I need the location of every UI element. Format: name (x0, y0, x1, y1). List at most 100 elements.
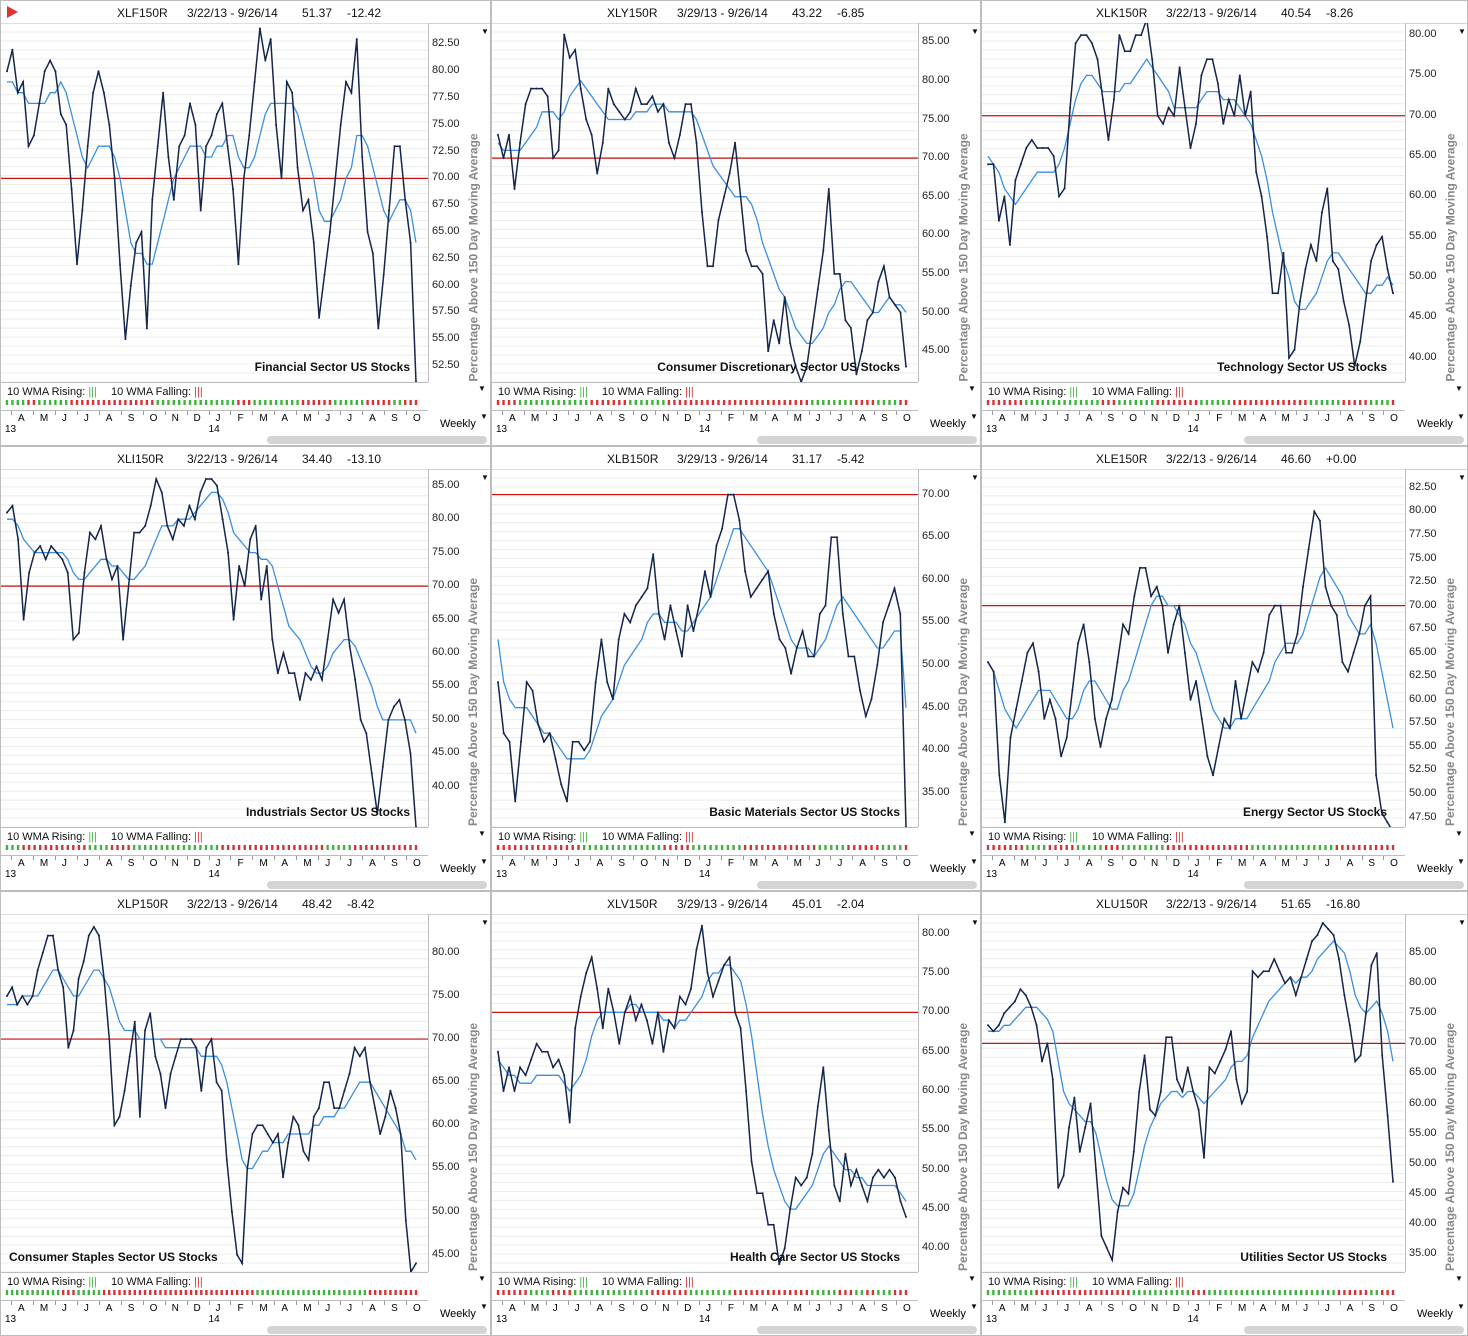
period-dropdown-icon[interactable]: ▼ (480, 412, 488, 421)
period-selector[interactable]: Weekly (1417, 863, 1453, 875)
period-dropdown-icon[interactable]: ▼ (970, 1302, 978, 1311)
indicator-menu-icon[interactable]: ▼ (968, 1274, 976, 1283)
indicator-menu-icon[interactable]: ▼ (968, 384, 976, 393)
period-selector[interactable]: Weekly (440, 418, 476, 430)
price-point (992, 1030, 994, 1032)
indicator-menu-icon[interactable]: ▼ (1455, 829, 1463, 838)
scroll-up-icon[interactable]: ▼ (971, 27, 979, 36)
y-tick-label: 75.00 (922, 113, 950, 125)
month-tick (524, 856, 525, 860)
period-selector[interactable]: Weekly (440, 1308, 476, 1320)
indicator-menu-icon[interactable]: ▼ (478, 384, 486, 393)
period-dropdown-icon[interactable]: ▼ (480, 1302, 488, 1311)
scroll-up-icon[interactable]: ▼ (1458, 918, 1466, 927)
horizontal-scrollbar[interactable] (267, 436, 487, 444)
change-value-label: -13.10 (347, 452, 381, 466)
y-tick-label: 57.50 (1409, 716, 1437, 728)
period-selector[interactable]: Weekly (930, 863, 966, 875)
wma-dot (520, 845, 522, 850)
period-selector[interactable]: Weekly (930, 418, 966, 430)
price-point (134, 1021, 136, 1023)
price-point (1341, 661, 1343, 663)
wma-dot (624, 1290, 626, 1295)
scroll-up-icon[interactable]: ▼ (1458, 473, 1466, 482)
month-label: O (640, 1303, 648, 1314)
y-tick-label: 45.00 (922, 701, 950, 713)
last-value-label: 31.17 (792, 452, 822, 466)
price-point (371, 773, 373, 775)
indicator-menu-icon[interactable]: ▼ (1455, 1274, 1463, 1283)
month-tick (677, 411, 678, 415)
period-selector[interactable]: Weekly (440, 863, 476, 875)
y-tick-label: 67.50 (432, 198, 460, 210)
period-dropdown-icon[interactable]: ▼ (1457, 857, 1465, 866)
month-label: J (815, 413, 820, 424)
wma-dot (1020, 400, 1022, 405)
indicator-menu-icon[interactable]: ▼ (968, 829, 976, 838)
period-dropdown-icon[interactable]: ▼ (480, 857, 488, 866)
month-tick (1035, 1301, 1036, 1305)
price-point (1168, 107, 1170, 109)
price-point (712, 265, 714, 267)
year-label: 14 (209, 1314, 220, 1325)
wma-dot (1122, 845, 1124, 850)
month-label: J (1042, 858, 1047, 869)
period-selector[interactable]: Weekly (1417, 1308, 1453, 1320)
month-tick (274, 856, 275, 860)
price-point (1003, 1012, 1005, 1014)
price-point (1031, 139, 1033, 141)
wma-dot (1019, 1290, 1021, 1295)
month-label: J (1195, 1303, 1200, 1314)
wma-dot (859, 845, 861, 850)
wma-dot (537, 845, 539, 850)
horizontal-scrollbar[interactable] (1244, 881, 1464, 889)
wma-dot (410, 1290, 412, 1295)
month-tick (1122, 411, 1123, 415)
horizontal-scrollbar[interactable] (757, 436, 977, 444)
scroll-up-icon[interactable]: ▼ (481, 473, 489, 482)
price-point (701, 925, 703, 927)
wma-dot (1222, 400, 1224, 405)
price-point (790, 673, 792, 675)
horizontal-scrollbar[interactable] (267, 1326, 487, 1334)
horizontal-scrollbar[interactable] (1244, 436, 1464, 444)
period-selector[interactable]: Weekly (930, 1308, 966, 1320)
wma-dot (100, 845, 102, 850)
period-dropdown-icon[interactable]: ▼ (1457, 1302, 1465, 1311)
period-dropdown-icon[interactable]: ▼ (970, 857, 978, 866)
period-selector[interactable]: Weekly (1417, 418, 1453, 430)
indicator-menu-icon[interactable]: ▼ (478, 1274, 486, 1283)
price-point (1139, 567, 1141, 569)
indicator-menu-icon[interactable]: ▼ (478, 829, 486, 838)
month-tick (830, 411, 831, 415)
price-point (360, 719, 362, 721)
price-point (28, 145, 30, 147)
price-point (1025, 147, 1027, 149)
scroll-up-icon[interactable]: ▼ (971, 918, 979, 927)
price-point (227, 552, 229, 554)
price-point (146, 327, 148, 329)
horizontal-scrollbar[interactable] (757, 881, 977, 889)
price-point (1156, 586, 1158, 588)
price-point (574, 1027, 576, 1029)
wma-dot (761, 845, 763, 850)
horizontal-scrollbar[interactable] (1244, 1326, 1464, 1334)
scroll-up-icon[interactable]: ▼ (971, 473, 979, 482)
rising-text: 10 WMA Rising: (7, 831, 85, 843)
scroll-up-icon[interactable]: ▼ (1458, 27, 1466, 36)
y-axis-strip: 80.00 75.00 70.00 65.00 60.00 55.00 50.00 45.00… (428, 914, 491, 1272)
wma-dot (607, 1290, 609, 1295)
horizontal-scrollbar[interactable] (757, 1326, 977, 1334)
month-tick (655, 856, 656, 860)
wma-dot (94, 845, 96, 850)
red-arrow-icon[interactable] (7, 6, 18, 18)
period-dropdown-icon[interactable]: ▼ (970, 412, 978, 421)
horizontal-scrollbar[interactable] (267, 881, 487, 889)
scroll-up-icon[interactable]: ▼ (481, 27, 489, 36)
wma-dot (1251, 1290, 1253, 1295)
wma-dot (1224, 1290, 1226, 1295)
period-dropdown-icon[interactable]: ▼ (1457, 412, 1465, 421)
scroll-up-icon[interactable]: ▼ (481, 918, 489, 927)
indicator-menu-icon[interactable]: ▼ (1455, 384, 1463, 393)
price-point (139, 1116, 141, 1118)
